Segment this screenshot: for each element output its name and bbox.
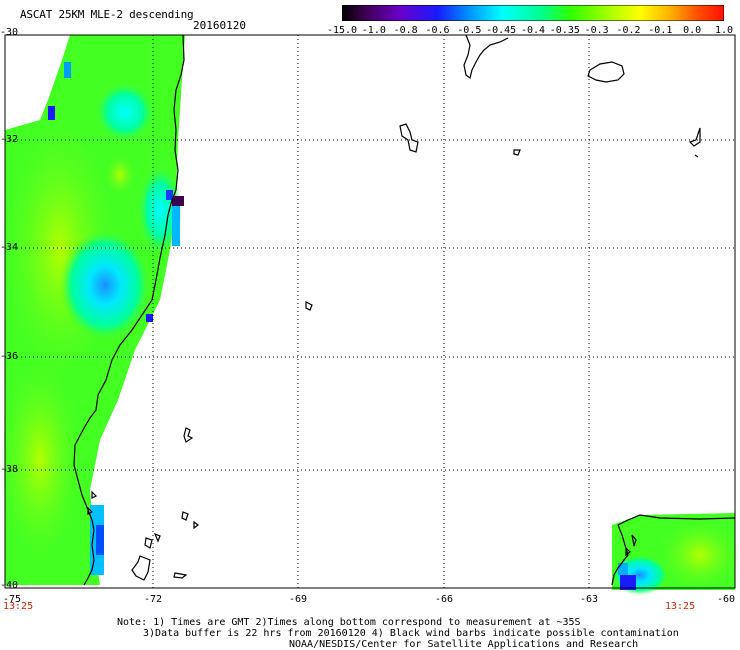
- lat-label-32: -32: [0, 134, 19, 145]
- lon-label-63: -63: [579, 594, 599, 605]
- colorbar-tick-label: 1.0: [714, 25, 734, 36]
- time-label-left: 13:25: [3, 601, 34, 612]
- lat-label-36: -36: [0, 351, 19, 362]
- chart-date: 20160120: [193, 19, 246, 32]
- note-line-2: 3)Data buffer is 22 hrs from 20160120 4)…: [143, 628, 679, 639]
- map-frame: [4, 34, 736, 589]
- colorbar-tick-label: -0.1: [648, 25, 673, 36]
- note-line-1: Note: 1) Times are GMT 2)Times along bot…: [117, 617, 581, 628]
- lon-label-75: -75: [2, 594, 22, 605]
- lon-label-72: -72: [143, 594, 163, 605]
- time-label-right: 13:25: [665, 601, 696, 612]
- colorbar-tick-label: -0.45: [486, 25, 517, 36]
- colorbar-tick-label: -0.8: [393, 25, 418, 36]
- note-line-3: NOAA/NESDIS/Center for Satellite Applica…: [289, 639, 639, 650]
- lon-label-69: -69: [288, 594, 308, 605]
- colorbar-tick-labels: -15.0 -1.0 -0.8 -0.6 -0.5 -0.45 -0.4 -0.35 -0.3-…: [326, 25, 736, 37]
- lon-gridlines: [152, 35, 590, 588]
- colorbar-tick-label: -0.35: [549, 25, 580, 36]
- wind-data-patch-east: [612, 513, 740, 595]
- colorbar: [342, 5, 724, 21]
- colorbar-tick-label: -0.3: [584, 25, 609, 36]
- lon-label-60: -60: [716, 594, 736, 605]
- colorbar-tick-label: -0.4: [520, 25, 546, 36]
- lon-label-66: -66: [434, 594, 454, 605]
- lat-label-34: -34: [0, 242, 19, 253]
- lat-gridlines: [5, 139, 735, 471]
- colorbar-tick-label: -0.5: [457, 25, 482, 36]
- lat-label-40: -40: [0, 580, 19, 591]
- colorbar-tick-label: -1.0: [361, 25, 386, 36]
- colorbar-tick-label: -15.0: [326, 25, 358, 36]
- lat-label-30: -30: [0, 27, 19, 38]
- chart-title: ASCAT 25KM MLE-2 descending: [20, 8, 194, 21]
- colorbar-tick-label: -0.6: [425, 25, 450, 36]
- coastline: [73, 34, 736, 586]
- lat-label-38: -38: [0, 464, 19, 475]
- wind-data-patch-west: [0, 35, 185, 585]
- colorbar-tick-label: 0.0: [683, 25, 702, 36]
- colorbar-tick-label: -0.2: [616, 25, 641, 36]
